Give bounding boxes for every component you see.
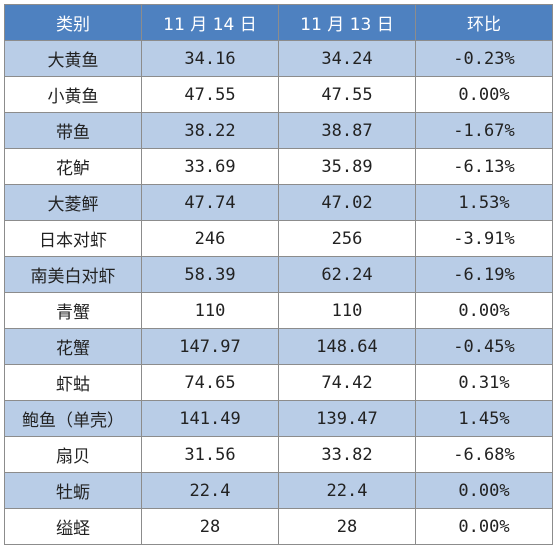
cell-nov13: 139.47 [278, 400, 416, 437]
cell-change: -6.68% [415, 436, 553, 473]
cell-change: -6.13% [415, 148, 553, 185]
cell-change: 0.31% [415, 364, 553, 401]
cell-nov14: 147.97 [141, 328, 279, 365]
table-row: 日本对虾 246 256 -3.91% [4, 220, 553, 257]
cell-nov14: 110 [141, 292, 279, 329]
table-row: 牡蛎 22.4 22.4 0.00% [4, 472, 553, 509]
cell-category: 大菱鲆 [4, 184, 142, 221]
cell-change: 0.00% [415, 472, 553, 509]
cell-nov13: 110 [278, 292, 416, 329]
cell-nov14: 22.4 [141, 472, 279, 509]
cell-nov13: 256 [278, 220, 416, 257]
cell-nov14: 28 [141, 508, 279, 545]
cell-category: 带鱼 [4, 112, 142, 149]
cell-category: 青蟹 [4, 292, 142, 329]
cell-change: 0.00% [415, 292, 553, 329]
table-row: 青蟹 110 110 0.00% [4, 292, 553, 329]
header-change: 环比 [415, 4, 553, 41]
table-row: 缢蛏 28 28 0.00% [4, 508, 553, 545]
cell-category: 牡蛎 [4, 472, 142, 509]
table-body: 大黄鱼 34.16 34.24 -0.23% 小黄鱼 47.55 47.55 0.00% 带鱼 3… [4, 40, 553, 545]
table-row: 虾蛄 74.65 74.42 0.31% [4, 364, 553, 401]
table-row: 南美白对虾 58.39 62.24 -6.19% [4, 256, 553, 293]
cell-nov14: 47.55 [141, 76, 279, 113]
cell-change: -0.23% [415, 40, 553, 77]
cell-change: 0.00% [415, 76, 553, 113]
cell-nov13: 35.89 [278, 148, 416, 185]
table-row: 鲍鱼（单壳） 141.49 139.47 1.45% [4, 400, 553, 437]
header-category: 类别 [4, 4, 142, 41]
cell-change: -0.45% [415, 328, 553, 365]
cell-change: 0.00% [415, 508, 553, 545]
table-row: 扇贝 31.56 33.82 -6.68% [4, 436, 553, 473]
cell-nov14: 38.22 [141, 112, 279, 149]
cell-nov14: 141.49 [141, 400, 279, 437]
table-header: 类别 11 月 14 日 11 月 13 日 环比 [4, 4, 553, 41]
cell-nov13: 148.64 [278, 328, 416, 365]
cell-nov13: 33.82 [278, 436, 416, 473]
cell-category: 扇贝 [4, 436, 142, 473]
header-nov13: 11 月 13 日 [278, 4, 416, 41]
table-row: 大黄鱼 34.16 34.24 -0.23% [4, 40, 553, 77]
cell-category: 大黄鱼 [4, 40, 142, 77]
cell-category: 鲍鱼（单壳） [4, 400, 142, 437]
cell-category: 花蟹 [4, 328, 142, 365]
cell-category: 缢蛏 [4, 508, 142, 545]
table-row: 花蟹 147.97 148.64 -0.45% [4, 328, 553, 365]
cell-nov13: 28 [278, 508, 416, 545]
cell-nov13: 74.42 [278, 364, 416, 401]
header-nov14: 11 月 14 日 [141, 4, 279, 41]
cell-nov14: 31.56 [141, 436, 279, 473]
cell-change: -3.91% [415, 220, 553, 257]
cell-category: 日本对虾 [4, 220, 142, 257]
table-row: 大菱鲆 47.74 47.02 1.53% [4, 184, 553, 221]
cell-nov14: 58.39 [141, 256, 279, 293]
cell-change: 1.53% [415, 184, 553, 221]
cell-nov13: 47.55 [278, 76, 416, 113]
cell-change: 1.45% [415, 400, 553, 437]
cell-nov14: 34.16 [141, 40, 279, 77]
header-row: 类别 11 月 14 日 11 月 13 日 环比 [4, 4, 553, 41]
cell-nov14: 33.69 [141, 148, 279, 185]
cell-change: -6.19% [415, 256, 553, 293]
cell-nov13: 22.4 [278, 472, 416, 509]
cell-category: 花鲈 [4, 148, 142, 185]
price-table: 类别 11 月 14 日 11 月 13 日 环比 大黄鱼 34.16 34.24-… [4, 4, 553, 545]
table-row: 小黄鱼 47.55 47.55 0.00% [4, 76, 553, 113]
cell-nov14: 47.74 [141, 184, 279, 221]
table-row: 花鲈 33.69 35.89 -6.13% [4, 148, 553, 185]
cell-nov13: 62.24 [278, 256, 416, 293]
table-row: 带鱼 38.22 38.87 -1.67% [4, 112, 553, 149]
cell-nov14: 74.65 [141, 364, 279, 401]
cell-nov13: 34.24 [278, 40, 416, 77]
cell-category: 小黄鱼 [4, 76, 142, 113]
cell-category: 南美白对虾 [4, 256, 142, 293]
cell-nov13: 47.02 [278, 184, 416, 221]
cell-nov13: 38.87 [278, 112, 416, 149]
cell-nov14: 246 [141, 220, 279, 257]
cell-change: -1.67% [415, 112, 553, 149]
cell-category: 虾蛄 [4, 364, 142, 401]
